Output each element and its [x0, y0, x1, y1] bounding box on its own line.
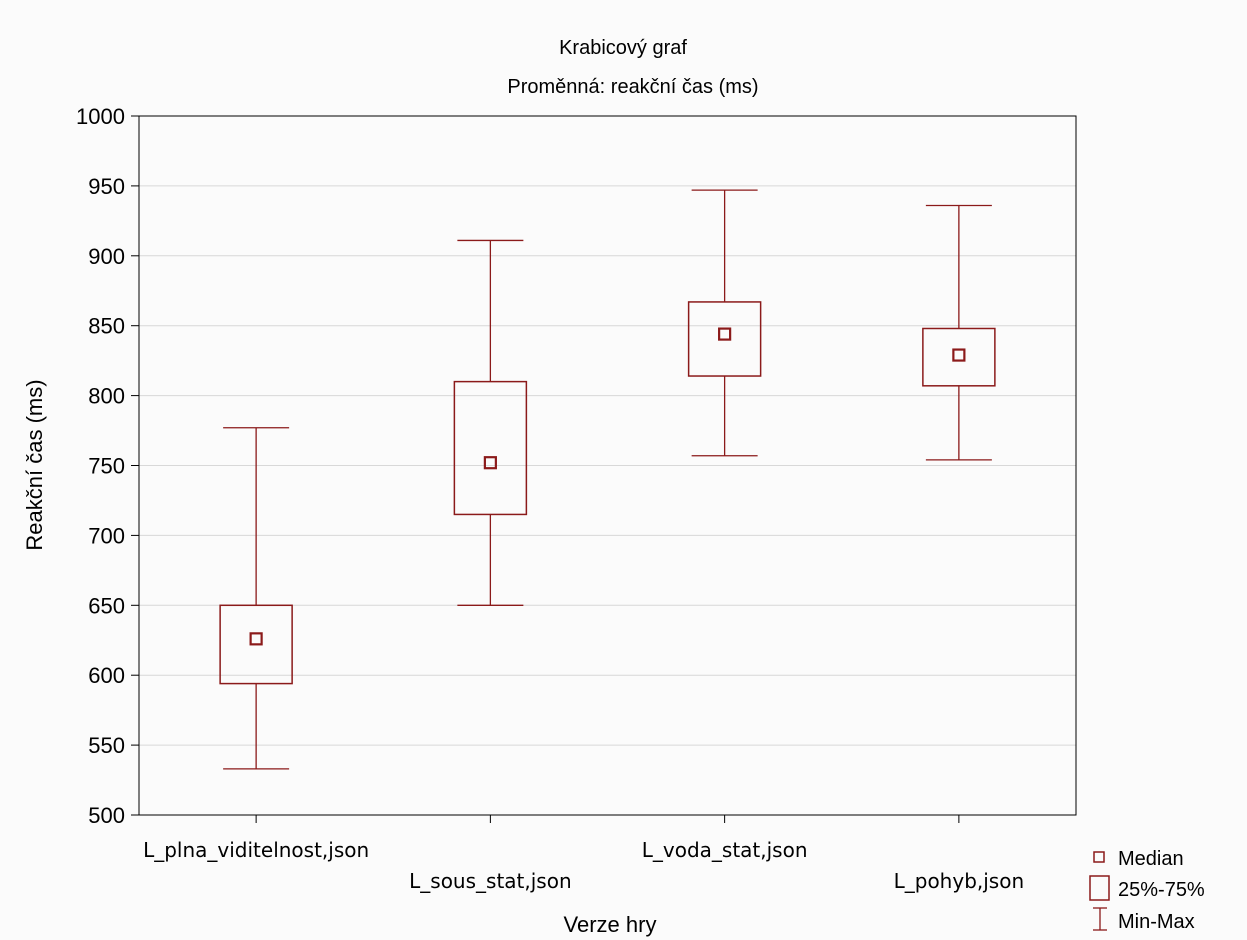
- iqr-box: [922, 327, 996, 387]
- y-tick-label: 700: [88, 523, 125, 548]
- x-tick-label: L_voda_stat,json: [642, 838, 808, 862]
- y-tick-label: 550: [88, 733, 125, 758]
- y-tick-label: 600: [88, 663, 125, 688]
- iqr-box: [453, 380, 528, 516]
- chart-title: Krabicový graf: [559, 37, 687, 59]
- x-axis: L_plna_viditelnost,json L_sous_stat,json L…: [143, 815, 1024, 893]
- y-tick-label: 500: [88, 803, 125, 828]
- y-tick-label: 800: [88, 384, 125, 409]
- y-tick-label: 750: [88, 454, 125, 479]
- plot-frame: [138, 115, 1077, 816]
- median-marker: [952, 348, 966, 362]
- grid-lines: [139, 185, 1076, 746]
- y-axis: 500 550 600 650 700 750 800 850 900 950 1000: [76, 104, 139, 828]
- y-tick-label: 1000: [76, 104, 125, 129]
- box-series: [219, 189, 996, 770]
- median-marker: [483, 456, 497, 470]
- legend-box-icon: [1089, 875, 1110, 901]
- legend-minmax-label: Min-Max: [1118, 911, 1195, 933]
- chart-subtitle: Proměnná: reakční čas (ms): [507, 76, 758, 98]
- box-group: [922, 204, 996, 461]
- y-tick-label: 650: [88, 593, 125, 618]
- legend-box-label: 25%-75%: [1118, 879, 1205, 901]
- box-group: [453, 239, 528, 606]
- y-tick-label: 850: [88, 314, 125, 339]
- legend-whisker-icon: [1093, 907, 1107, 931]
- y-axis-label: Reakční čas (ms): [22, 379, 47, 550]
- x-tick-label: L_sous_stat,json: [409, 869, 572, 893]
- legend-median-icon: [1093, 851, 1105, 863]
- x-tick-label: L_plna_viditelnost,json: [143, 838, 369, 862]
- box-group: [687, 189, 762, 457]
- legend: Median 25%-75% Min-Max: [1089, 848, 1205, 933]
- legend-median-label: Median: [1118, 848, 1184, 870]
- iqr-box: [219, 604, 293, 685]
- iqr-box: [687, 301, 762, 377]
- box-group: [219, 427, 293, 770]
- median-marker: [249, 632, 263, 646]
- y-tick-label: 950: [88, 174, 125, 199]
- x-axis-label: Verze hry: [564, 912, 657, 937]
- y-tick-label: 900: [88, 244, 125, 269]
- median-marker: [718, 327, 732, 341]
- x-tick-label: L_pohyb,json: [894, 869, 1025, 893]
